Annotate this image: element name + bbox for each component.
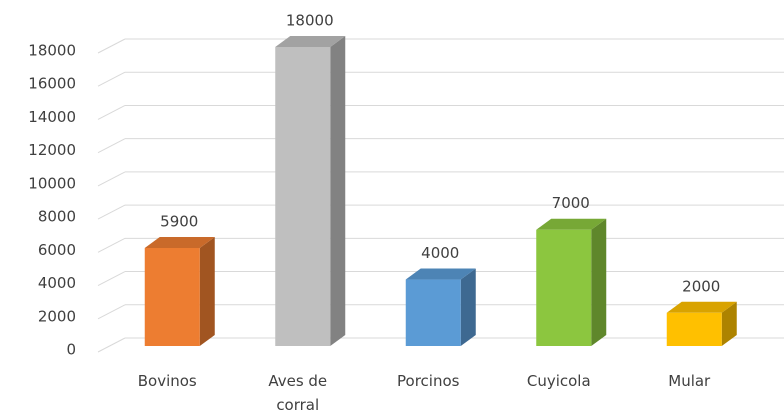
data-label: 4000 <box>421 244 459 262</box>
x-tick-label: Bovinos <box>137 372 197 390</box>
bar <box>275 47 331 346</box>
bar-top <box>536 218 607 230</box>
grid-line <box>97 138 126 154</box>
bar <box>666 312 722 346</box>
bar-side <box>721 301 737 346</box>
grid-line <box>97 271 126 286</box>
x-tick-label: Cuyicola <box>526 372 591 390</box>
grid-line <box>97 38 126 54</box>
data-label: 5900 <box>160 212 198 230</box>
bar-side <box>460 268 476 346</box>
bar <box>144 247 200 346</box>
y-tick-label: 14000 <box>28 108 76 126</box>
y-tick-label: 10000 <box>28 174 76 192</box>
grid-line <box>97 337 126 353</box>
y-tick-label: 2000 <box>38 307 76 325</box>
bar-top <box>275 36 346 47</box>
x-tick-label: Porcinos <box>397 372 460 390</box>
y-tick-label: 0 <box>66 341 76 359</box>
bar-top <box>405 268 476 280</box>
data-label: 2000 <box>682 277 720 295</box>
y-tick-label: 6000 <box>38 241 76 259</box>
data-label: 7000 <box>552 194 590 212</box>
x-tick-label: Aves de corral <box>268 372 328 414</box>
y-tick-label: 12000 <box>28 141 76 159</box>
grid-line <box>97 304 126 320</box>
grid-line <box>97 171 126 187</box>
bar-top <box>666 301 737 313</box>
grid-line <box>97 105 126 120</box>
bar <box>536 229 592 346</box>
bar-side <box>330 36 346 346</box>
y-tick-label: 16000 <box>28 75 76 93</box>
bar-top <box>144 236 215 248</box>
grid-line <box>97 71 126 87</box>
bar-side <box>591 218 607 346</box>
grid-line <box>97 237 126 253</box>
y-tick-label: 8000 <box>38 208 76 226</box>
x-tick-label: Mular <box>668 372 711 390</box>
data-label: 18000 <box>286 12 334 30</box>
grid-line <box>97 204 126 220</box>
bar-side <box>199 236 215 346</box>
y-tick-label: 18000 <box>28 42 76 60</box>
y-tick-label: 4000 <box>38 274 76 292</box>
bar <box>405 279 461 346</box>
